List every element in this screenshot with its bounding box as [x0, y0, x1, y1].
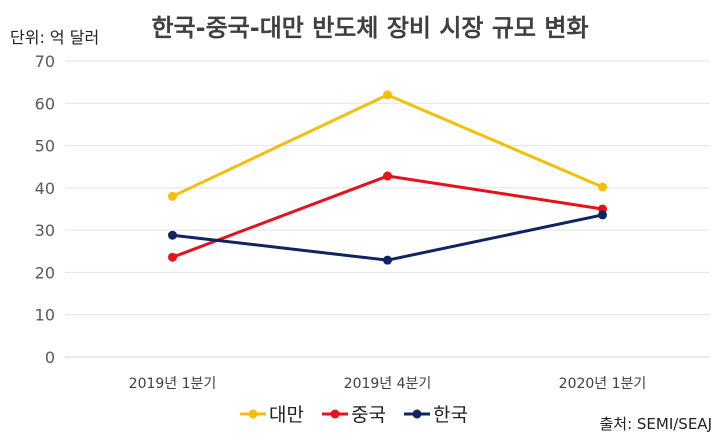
y-tick-label: 0: [45, 348, 55, 367]
y-tick-label: 20: [35, 263, 55, 282]
unit-label: 단위: 억 달러: [10, 28, 99, 47]
data-point: [383, 255, 392, 265]
y-tick-label: 60: [35, 94, 55, 113]
y-tick-label: 10: [35, 306, 55, 325]
source-note: 출처: SEMI/SEAJ: [599, 415, 712, 433]
data-point: [168, 252, 177, 262]
y-tick-label: 30: [35, 221, 55, 240]
legend-swatch-marker: [412, 409, 422, 419]
legend-item: 중국: [322, 404, 386, 426]
y-tick-label: 40: [35, 179, 55, 198]
legend-label: 대만: [269, 404, 304, 426]
legend-label: 중국: [351, 404, 386, 426]
y-tick-label: 70: [35, 52, 55, 71]
series-3: [168, 210, 607, 265]
series-lines: [168, 90, 607, 265]
data-point: [598, 182, 607, 192]
data-point: [383, 90, 392, 100]
data-point: [168, 191, 177, 201]
legend: 대만 중국 한국: [240, 404, 468, 426]
gridlines: [65, 60, 710, 358]
series-2: [168, 171, 607, 262]
series-line: [171, 213, 604, 262]
chart-title: 한국-중국-대만 반도체 장비 시장 규모 변화: [151, 14, 588, 42]
data-point: [168, 230, 177, 240]
legend-item: 대만: [240, 404, 304, 426]
x-tick-label: 2019년 1분기: [129, 376, 217, 392]
data-point: [383, 171, 392, 181]
data-point: [598, 210, 607, 220]
x-tick-label: 2019년 4분기: [344, 376, 432, 392]
x-tick-label: 2020년 1분기: [559, 376, 647, 392]
legend-label: 한국: [433, 404, 468, 426]
legend-item: 한국: [404, 404, 468, 426]
series-1: [168, 90, 607, 201]
x-axis: 2019년 1분기 2019년 4분기 2020년 1분기: [129, 376, 647, 392]
y-tick-label: 50: [35, 137, 55, 156]
legend-swatch-marker: [248, 409, 258, 419]
legend-swatch-marker: [330, 409, 340, 419]
y-axis: 0 10 20 30 40 50 60 70: [35, 52, 55, 367]
